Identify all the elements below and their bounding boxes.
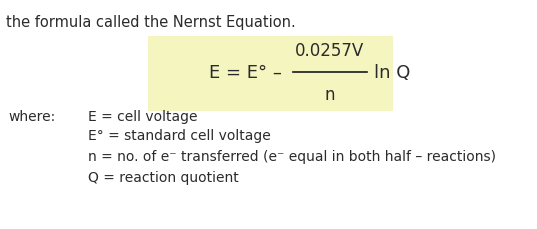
Text: E = cell voltage: E = cell voltage (88, 109, 198, 123)
Text: E = E° –: E = E° – (209, 64, 282, 82)
FancyBboxPatch shape (148, 37, 393, 112)
Text: Q = reaction quotient: Q = reaction quotient (88, 170, 239, 184)
Text: n = no. of e⁻ transferred (e⁻ equal in both half – reactions): n = no. of e⁻ transferred (e⁻ equal in b… (88, 149, 496, 163)
Text: where:: where: (8, 109, 55, 123)
Text: the formula called the Nernst Equation.: the formula called the Nernst Equation. (6, 15, 296, 30)
Text: ln Q: ln Q (374, 64, 410, 82)
Text: E° = standard cell voltage: E° = standard cell voltage (88, 128, 271, 142)
Text: 0.0257V: 0.0257V (295, 42, 365, 60)
Text: n: n (325, 86, 335, 104)
